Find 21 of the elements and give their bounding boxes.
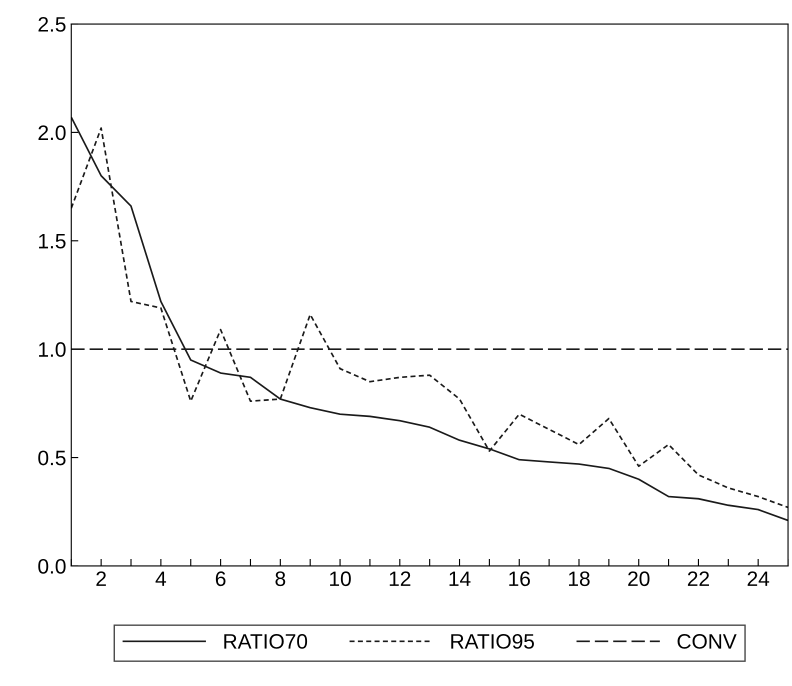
y-tick-label: 1.0 [39,342,66,357]
x-tick-label: 16 [509,571,530,586]
y-tick-label: 0.5 [38,450,66,466]
x-tick-label: 12 [390,571,410,586]
x-tick-label: 22 [688,571,709,586]
x-tick-label: 14 [450,572,471,586]
legend-label: RATIO95 [451,634,534,649]
y-tick-label: 0.0 [38,558,66,574]
legend-label: CONV [678,634,737,649]
y-tick-label: 2.0 [38,125,66,140]
x-tick-label: 20 [628,571,650,586]
x-tick-label: 8 [275,571,286,586]
y-tick-label: 2.5 [38,17,66,32]
y-tick-label: 1.5 [39,234,66,249]
x-tick-label: 4 [156,572,166,586]
x-tick-label: 6 [216,571,226,586]
legend-label: RATIO70 [224,634,308,649]
x-tick-label: 2 [96,571,106,586]
x-tick-label: 10 [330,571,351,586]
x-tick-label: 24 [748,571,770,586]
x-tick-label: 18 [568,571,590,586]
